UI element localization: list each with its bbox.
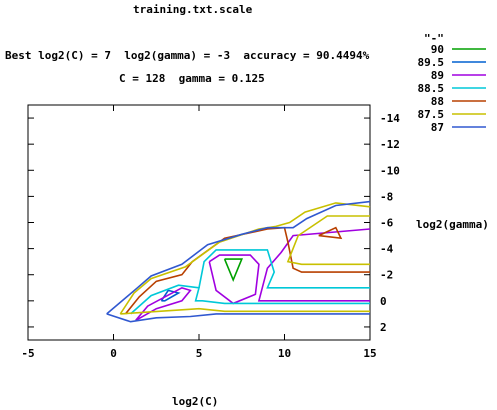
contour-line xyxy=(223,258,243,282)
legend-label: 87.5 xyxy=(418,108,445,121)
x-axis-label: log2(C) xyxy=(172,395,219,408)
legend-label: 89.5 xyxy=(418,56,445,69)
y-axis-label: log2(gamma) xyxy=(416,218,489,231)
contour-line xyxy=(135,286,192,322)
legend-entry: 89.5 xyxy=(418,56,486,69)
x-tick-label: 0 xyxy=(110,347,117,360)
y-tick-label: 0 xyxy=(380,295,387,308)
contour-line xyxy=(130,284,370,315)
y-tick-label: -8 xyxy=(380,190,393,203)
y-tick-label: -12 xyxy=(380,138,400,151)
legend-label: 87 xyxy=(431,121,444,134)
legend-label: 90 xyxy=(431,43,444,56)
chart-subtitle-params: C = 128 gamma = 0.125 xyxy=(119,72,265,85)
y-tick-label: -10 xyxy=(380,164,400,177)
x-tick-label: 5 xyxy=(196,347,203,360)
legend-label: 88 xyxy=(431,95,444,108)
legend-label: 88.5 xyxy=(418,82,445,95)
contour-line xyxy=(257,228,371,302)
contour-series-89.5 xyxy=(160,289,181,302)
x-tick-label: -5 xyxy=(21,347,34,360)
y-tick-label: 2 xyxy=(380,321,387,334)
legend-entry: 87.5 xyxy=(418,108,486,121)
contour-line xyxy=(106,313,370,323)
legend-entry: 88 xyxy=(431,95,486,108)
contour-line xyxy=(198,249,370,289)
contour-line xyxy=(160,289,181,302)
contour-line xyxy=(106,200,371,315)
y-tick-label: -2 xyxy=(380,269,393,282)
chart-subtitle-best: Best log2(C) = 7 log2(gamma) = -3 accura… xyxy=(5,49,370,62)
y-tick-label: -4 xyxy=(380,243,394,256)
contour-series-87 xyxy=(106,200,371,323)
contour-series-89 xyxy=(135,228,371,322)
contour-line xyxy=(286,215,370,266)
legend-entry: 89 xyxy=(431,69,486,82)
contour-line xyxy=(208,254,260,305)
legend-entry: 87 xyxy=(431,121,486,134)
legend-label: 89 xyxy=(431,69,444,82)
contour-series-87.5 xyxy=(119,202,371,315)
contour-series-88.5 xyxy=(130,249,370,315)
x-tick-label: 10 xyxy=(278,347,291,360)
x-tick-label: 15 xyxy=(363,347,376,360)
contour-line xyxy=(120,307,370,315)
y-tick-label: -6 xyxy=(380,217,394,230)
y-tick-label: -14 xyxy=(380,112,400,125)
chart-title: training.txt.scale xyxy=(133,3,253,16)
legend-title: "-" xyxy=(424,32,444,45)
contour-line xyxy=(318,226,343,240)
contour-series-90 xyxy=(223,258,243,282)
contour-line xyxy=(119,202,371,315)
legend-entry: 90 xyxy=(431,43,486,56)
legend-entry: 88.5 xyxy=(418,82,486,95)
